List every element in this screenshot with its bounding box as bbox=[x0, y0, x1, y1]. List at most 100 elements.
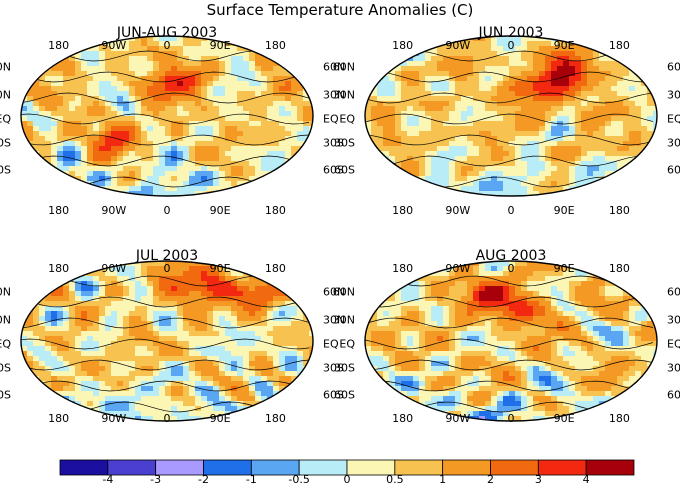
lat-label: 30S bbox=[667, 361, 680, 374]
lon-label: 90W bbox=[101, 262, 126, 275]
lat-label: EQ bbox=[323, 112, 339, 125]
colorbar-swatch bbox=[155, 459, 204, 476]
lat-label: 60N bbox=[323, 285, 345, 298]
lon-label: 0 bbox=[164, 39, 171, 52]
lat-label: 60S bbox=[323, 389, 344, 402]
lat-label: EQ bbox=[0, 112, 11, 125]
map-panel: JUL 2003 180 180 90W 90W 0 0 90E 90E 180 180 60N 60N… bbox=[0, 248, 345, 425]
lon-label: 0 bbox=[508, 412, 515, 425]
lat-label: 60S bbox=[323, 164, 344, 177]
lat-label: 30N bbox=[333, 313, 355, 326]
lon-label: 90E bbox=[554, 262, 575, 275]
lon-label: 180 bbox=[392, 412, 413, 425]
map-outline bbox=[364, 35, 658, 197]
colorbar-label: -2 bbox=[198, 473, 209, 485]
lat-label: 60S bbox=[0, 164, 11, 177]
lon-label: 90E bbox=[210, 262, 231, 275]
lat-label: EQ bbox=[0, 337, 11, 350]
lat-label: 30N bbox=[323, 313, 345, 326]
lon-label: 90W bbox=[101, 412, 126, 425]
panel-title: JUN 2003 bbox=[478, 25, 544, 41]
colorbar-label: 2 bbox=[487, 473, 494, 485]
lon-label: 0 bbox=[164, 412, 171, 425]
lat-label: 30N bbox=[0, 313, 11, 326]
lat-label: 30S bbox=[323, 361, 344, 374]
map-outline bbox=[364, 260, 658, 422]
lat-label: 60N bbox=[667, 60, 680, 73]
lat-label: 60N bbox=[0, 60, 11, 73]
colorbar-swatch bbox=[59, 459, 109, 476]
panel-title: AUG 2003 bbox=[476, 248, 547, 264]
lat-label: 60N bbox=[323, 60, 345, 73]
colorbar-swatch bbox=[203, 459, 252, 476]
lon-label: 90W bbox=[445, 204, 470, 217]
colorbar-label: 0 bbox=[344, 473, 351, 485]
map-panel: AUG 2003 180 180 90W 90W 0 0 90E 90E 180 180 60N 60N… bbox=[333, 248, 680, 425]
lon-label: 180 bbox=[265, 412, 286, 425]
lon-label: 90E bbox=[554, 412, 575, 425]
lat-label: 60N bbox=[333, 285, 355, 298]
colorbar-label: -3 bbox=[150, 473, 161, 485]
map-outline bbox=[20, 260, 314, 422]
lon-label: 90W bbox=[445, 262, 470, 275]
lon-label: 0 bbox=[164, 204, 171, 217]
colorbar-swatch bbox=[585, 459, 635, 476]
colorbar: -4 -3 -2 -1 -0.5 0 0.5 1 2 3 4 bbox=[59, 459, 635, 485]
map-outline bbox=[20, 35, 314, 197]
lon-label: 180 bbox=[265, 39, 286, 52]
lat-label: EQ bbox=[667, 112, 680, 125]
colorbar-swatch bbox=[490, 459, 539, 476]
lat-label: 30N bbox=[323, 88, 345, 101]
lat-label: EQ bbox=[323, 337, 339, 350]
lon-label: 180 bbox=[48, 412, 69, 425]
lon-label: 180 bbox=[265, 262, 286, 275]
lat-label: 30S bbox=[334, 361, 355, 374]
lon-label: 0 bbox=[508, 262, 515, 275]
lat-label: 60S bbox=[0, 389, 11, 402]
figure-title: Surface Temperature Anomalies (C) bbox=[207, 1, 474, 19]
colorbar-label: -4 bbox=[102, 473, 113, 485]
lon-label: 180 bbox=[48, 204, 69, 217]
lon-label: 180 bbox=[265, 204, 286, 217]
map-panel: JUN-AUG 2003 180 180 90W 90W 0 0 90E 90E 180 180 60… bbox=[0, 25, 345, 217]
lat-label: 30S bbox=[667, 136, 680, 149]
lon-label: 180 bbox=[48, 39, 69, 52]
panel-title: JUN-AUG 2003 bbox=[116, 25, 217, 41]
lon-label: 90W bbox=[445, 39, 470, 52]
lon-label: 90E bbox=[210, 412, 231, 425]
lon-label: 90W bbox=[101, 39, 126, 52]
lat-label: 60S bbox=[334, 164, 355, 177]
lat-label: 60S bbox=[667, 389, 680, 402]
lat-label: 30S bbox=[334, 136, 355, 149]
anomaly-field bbox=[21, 36, 313, 196]
lon-label: 180 bbox=[609, 39, 630, 52]
map-panel: JUN 2003 180 180 90W 90W 0 0 90E 90E 180 180 60N 60N… bbox=[333, 25, 680, 217]
lat-label: 30N bbox=[667, 313, 680, 326]
lon-label: 0 bbox=[164, 262, 171, 275]
lon-label: 180 bbox=[609, 262, 630, 275]
lat-label: 30N bbox=[0, 88, 11, 101]
lat-label: 60S bbox=[667, 164, 680, 177]
lat-label: 60N bbox=[667, 285, 680, 298]
lat-label: 60N bbox=[0, 285, 11, 298]
map-panels: JUN-AUG 2003 180 180 90W 90W 0 0 90E 90E 180 180 60… bbox=[0, 25, 680, 425]
lat-label: 30S bbox=[0, 136, 11, 149]
lat-label: 30N bbox=[667, 88, 680, 101]
lat-label: EQ bbox=[667, 337, 680, 350]
lat-label: EQ bbox=[339, 337, 355, 350]
lon-label: 90W bbox=[101, 204, 126, 217]
lat-label: 60N bbox=[333, 60, 355, 73]
lon-label: 180 bbox=[609, 204, 630, 217]
colorbar-label: -1 bbox=[246, 473, 257, 485]
lon-label: 180 bbox=[48, 262, 69, 275]
lon-label: 180 bbox=[392, 262, 413, 275]
colorbar-swatch bbox=[537, 459, 587, 476]
lon-label: 90W bbox=[445, 412, 470, 425]
lat-label: EQ bbox=[339, 112, 355, 125]
colorbar-label: 3 bbox=[535, 473, 542, 485]
lat-label: 30S bbox=[323, 136, 344, 149]
colorbar-swatch bbox=[442, 459, 491, 476]
lon-label: 90E bbox=[210, 204, 231, 217]
lon-label: 0 bbox=[508, 39, 515, 52]
